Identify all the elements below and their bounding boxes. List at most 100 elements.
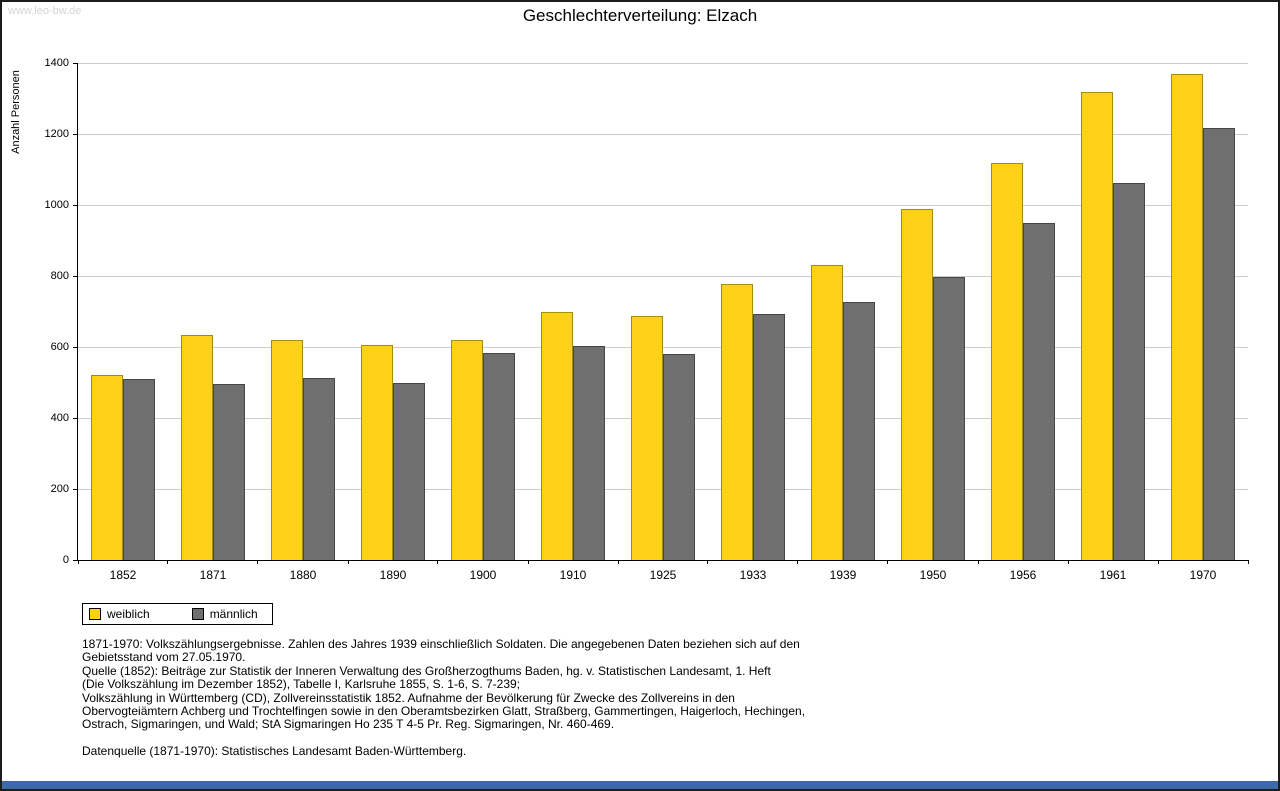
bar-weiblich-1970 — [1171, 73, 1203, 560]
x-tick-label-1910: 1910 — [559, 568, 587, 582]
x-tick-label-1871: 1871 — [199, 568, 227, 582]
legend-label-weiblich: weiblich — [107, 607, 150, 621]
bar-weiblich-1871 — [181, 334, 213, 560]
bar-maennlich-1970 — [1203, 128, 1235, 560]
x-tick-label-1956: 1956 — [1009, 568, 1037, 582]
x-tick-label-1933: 1933 — [739, 568, 767, 582]
chart-title: Geschlechterverteilung: Elzach — [522, 6, 758, 25]
gridline — [78, 134, 1248, 135]
bar-maennlich-1939 — [843, 302, 875, 560]
x-tick-label-1880: 1880 — [289, 568, 317, 582]
y-axis-tick — [73, 560, 78, 561]
legend-item-maennlich: männlich — [191, 607, 258, 621]
bar-group-1950 — [888, 63, 978, 560]
x-axis-tick — [707, 560, 709, 564]
x-axis-tick — [347, 560, 349, 564]
bar-group-1880 — [258, 63, 348, 560]
y-tick-label: 600 — [50, 341, 69, 353]
x-axis-tick — [887, 560, 889, 564]
bar-weiblich-1900 — [451, 339, 483, 560]
x-axis-tick — [1157, 560, 1159, 564]
gridline — [78, 276, 1248, 277]
legend-swatch-weiblich — [89, 608, 101, 620]
x-axis-tick — [977, 560, 979, 564]
bar-maennlich-1956 — [1023, 223, 1055, 560]
bar-weiblich-1910 — [541, 311, 573, 560]
gridline — [78, 205, 1248, 206]
bar-maennlich-1852 — [123, 378, 155, 560]
x-axis-tick — [257, 560, 259, 564]
x-axis-tick — [1247, 560, 1249, 564]
y-axis-tick — [73, 205, 78, 206]
bar-weiblich-1956 — [991, 163, 1023, 560]
bar-maennlich-1925 — [663, 354, 695, 560]
bar-group-1910 — [528, 63, 618, 560]
bar-weiblich-1950 — [901, 209, 933, 560]
x-axis-tick — [77, 560, 79, 564]
bar-group-1852 — [78, 63, 168, 560]
y-axis-tick — [73, 63, 78, 64]
gridline — [78, 63, 1248, 64]
y-tick-label: 800 — [50, 270, 69, 282]
x-tick-label-1890: 1890 — [379, 568, 407, 582]
legend: weiblich männlich — [82, 603, 273, 625]
legend-item-weiblich: weiblich — [89, 607, 150, 621]
bar-maennlich-1933 — [753, 313, 785, 560]
footnote-line: Obervogteiämtern Achberg und Trochtelfin… — [82, 704, 806, 719]
bar-weiblich-1925 — [631, 315, 663, 560]
footnote-line: Quelle (1852): Beiträge zur Statistik de… — [82, 663, 771, 678]
plot-area: 0 200 400 600 800 1000 1200 1400 1852 1871 1880 189… — [45, 57, 1249, 582]
bar-maennlich-1950 — [933, 277, 965, 560]
y-axis-tick — [73, 347, 78, 348]
bar-group-1956 — [978, 63, 1068, 560]
footnote-line: Volkszählung in Württemberg (CD), Zollve… — [82, 690, 735, 705]
bar-group-1871 — [168, 63, 258, 560]
x-axis-tick — [527, 560, 529, 564]
bar-weiblich-1933 — [721, 283, 753, 560]
x-tick-label-1925: 1925 — [649, 568, 677, 582]
bar-group-1939 — [798, 63, 888, 560]
bar-weiblich-1961 — [1081, 92, 1113, 560]
y-axis-tick — [73, 134, 78, 135]
footer-accent-bar — [2, 781, 1278, 789]
x-axis-tick — [167, 560, 169, 564]
footnote-line: (Die Volkszählung im Dezember 1852), Tab… — [82, 677, 521, 692]
x-tick-label-1939: 1939 — [829, 568, 857, 582]
y-tick-label: 1400 — [44, 57, 69, 69]
footnote-line: Datenquelle (1871-1970): Statistisches L… — [82, 743, 467, 758]
gridline — [78, 347, 1248, 348]
legend-swatch-maennlich — [191, 608, 204, 620]
bar-weiblich-1852 — [91, 375, 123, 560]
y-axis-tick — [73, 418, 78, 419]
footnote-line: Gebietsstand vom 27.05.1970. — [82, 650, 246, 665]
bar-maennlich-1900 — [483, 353, 515, 560]
y-tick-label: 1000 — [44, 199, 69, 211]
bar-maennlich-1961 — [1113, 182, 1145, 560]
x-axis-tick — [1067, 560, 1069, 564]
x-tick-label-1961: 1961 — [1099, 568, 1127, 582]
source-notes: 1871-1970: Volkszählungsergebnisse. Zahl… — [82, 637, 806, 758]
bar-maennlich-1890 — [393, 382, 425, 560]
x-tick-label-1970: 1970 — [1189, 568, 1217, 582]
bar-group-1900 — [438, 63, 528, 560]
x-tick-label-1852: 1852 — [109, 568, 137, 582]
x-axis-tick — [617, 560, 619, 564]
bar-group-1961 — [1068, 63, 1158, 560]
x-tick-label-1950: 1950 — [919, 568, 947, 582]
legend-label-maennlich: männlich — [209, 607, 258, 621]
x-axis-tick — [437, 560, 439, 564]
y-tick-label: 1200 — [44, 128, 69, 140]
x-axis-tick — [797, 560, 799, 564]
bar-maennlich-1871 — [213, 383, 245, 560]
watermark: www.leo-bw.de — [8, 5, 82, 17]
y-axis-title: Anzahl Personen — [10, 70, 22, 154]
bar-maennlich-1910 — [573, 345, 605, 560]
bar-group-1933 — [708, 63, 798, 560]
footnote-line: 1871-1970: Volkszählungsergebnisse. Zahl… — [82, 637, 800, 651]
bar-group-1970 — [1158, 63, 1248, 560]
bar-weiblich-1939 — [811, 265, 843, 560]
x-tick-label-1900: 1900 — [469, 568, 497, 582]
y-axis-tick — [73, 276, 78, 277]
y-tick-label: 200 — [50, 483, 69, 495]
bar-group-1890 — [348, 63, 438, 560]
